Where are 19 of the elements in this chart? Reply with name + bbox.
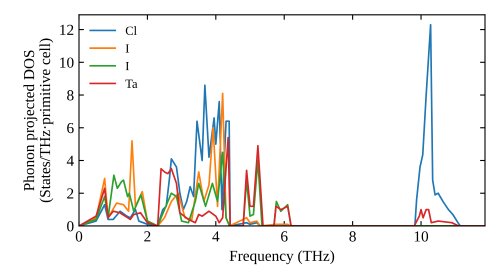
x-tick-label: 10 bbox=[414, 231, 428, 242]
legend-label: Ta bbox=[125, 80, 138, 88]
y-tick-label: 6 bbox=[67, 122, 74, 134]
legend-label: Cl bbox=[126, 26, 137, 35]
x-tick-label: 6 bbox=[281, 231, 288, 242]
legend-label: I bbox=[126, 62, 129, 70]
y-tick-label: 4 bbox=[66, 156, 74, 166]
x-tick-label: 0 bbox=[76, 231, 82, 242]
y-tick-label: 0 bbox=[67, 221, 74, 232]
x-tick-label: 4 bbox=[212, 231, 220, 242]
x-tick-label: 2 bbox=[144, 231, 150, 242]
y-tick-label: 2 bbox=[67, 188, 74, 199]
x-axis-title: Frequency (THz) bbox=[230, 250, 334, 264]
y-tick-label: 10 bbox=[60, 57, 74, 68]
legend-label: I bbox=[126, 44, 129, 52]
y-axis-title: Phonon projected DOS (States/THz·primitive cell) bbox=[23, 38, 54, 202]
y-tick-label: 8 bbox=[67, 90, 74, 100]
y-tick-label: 12 bbox=[60, 24, 74, 35]
x-tick-label: 8 bbox=[349, 231, 356, 242]
